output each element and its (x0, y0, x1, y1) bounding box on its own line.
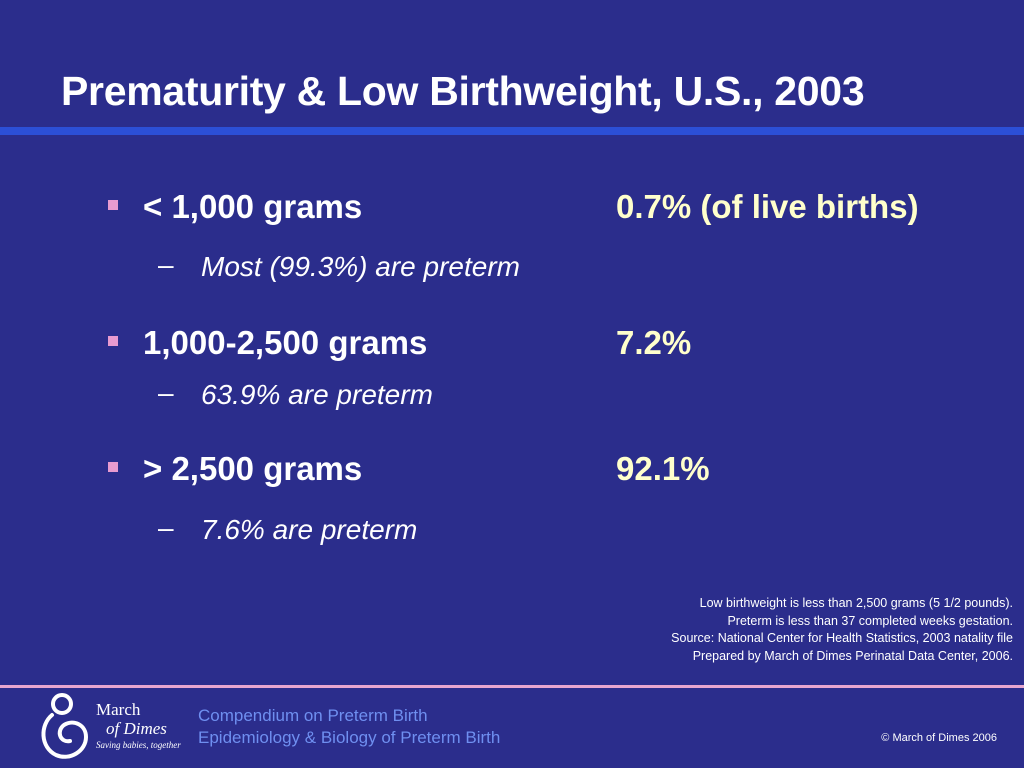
sub-bullet-text: Most (99.3%) are preterm (201, 251, 520, 282)
square-bullet-icon (108, 200, 118, 210)
bullet-value: 0.7% (of live births) (616, 188, 919, 225)
note-line: Low birthweight is less than 2,500 grams… (699, 596, 1013, 610)
course-line: Compendium on Preterm Birth (198, 706, 428, 725)
logo-march: March (96, 700, 141, 719)
sub-bullet-dash: – (158, 512, 174, 543)
logo-tagline: Saving babies, together (96, 740, 181, 750)
mother-child-logo-icon (38, 691, 188, 761)
sub-bullet-dash: – (158, 249, 174, 280)
note-line: Source: National Center for Health Stati… (671, 631, 1013, 645)
bullet-label: 1,000-2,500 grams (143, 324, 428, 361)
square-bullet-icon (108, 462, 118, 472)
note-line: Prepared by March of Dimes Perinatal Dat… (692, 648, 1013, 663)
logo-of-dimes: of Dimes (106, 719, 167, 738)
source-notes: Low birthweight is less than 2,500 grams… (671, 595, 1013, 665)
course-line: Epidemiology & Biology of Preterm Birth (198, 728, 501, 747)
slide-title: Prematurity & Low Birthweight, U.S., 200… (61, 68, 865, 114)
sub-bullet-dash: – (158, 377, 174, 408)
course-title: Compendium on Preterm Birth Epidemiology… (198, 705, 500, 749)
bullet-value: 7.2% (616, 324, 692, 361)
bullet-label: > 2,500 grams (143, 450, 363, 487)
square-bullet-icon (108, 336, 118, 346)
title-rule (0, 127, 1024, 135)
bullet-value: 92.1% (616, 450, 710, 487)
footer-rule (0, 685, 1024, 688)
sub-bullet-text: 63.9% are preterm (201, 379, 433, 410)
sub-bullet-text: 7.6% are preterm (201, 514, 418, 545)
bullet-label: < 1,000 grams (143, 188, 363, 225)
note-line: Preterm is less than 37 completed weeks … (727, 613, 1013, 628)
copyright: © March of Dimes 2006 (881, 732, 997, 744)
